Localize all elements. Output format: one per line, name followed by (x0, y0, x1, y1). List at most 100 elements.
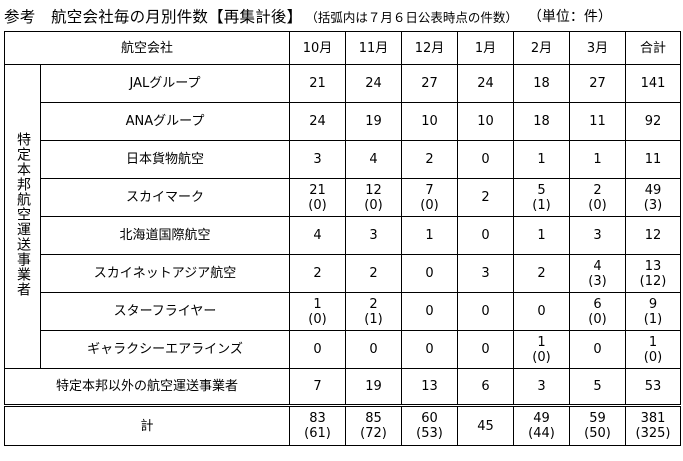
count-value: 0 (481, 342, 490, 357)
value-cell: 27 (401, 64, 459, 103)
count-value: 53 (644, 379, 662, 394)
count-value: 2 (425, 152, 434, 167)
header-month: 10月 (289, 31, 347, 65)
value-cell: 3 (345, 216, 403, 255)
value-cell: 10 (401, 102, 459, 141)
value-cell: 0 (513, 292, 571, 331)
value-cell: 24 (457, 64, 515, 103)
count-value: 18 (533, 114, 550, 129)
previous-count: (3) (643, 197, 663, 213)
value-cell: 13 (12) (625, 254, 682, 293)
value-cell: 3 (569, 216, 627, 255)
count-value: 19 (365, 379, 382, 394)
count-value: 2 (369, 296, 378, 312)
count-value: 27 (421, 76, 438, 91)
value-cell: 59 (50) (569, 404, 627, 446)
count-value: 6 (593, 296, 602, 312)
value-cell: 0 (401, 292, 459, 331)
count-value: 21 (309, 182, 326, 198)
count-value: 141 (640, 76, 666, 91)
header-total: 合計 (625, 31, 682, 65)
previous-count: (1) (364, 311, 383, 327)
count-value: 12 (365, 182, 382, 198)
value-cell: 0 (401, 254, 459, 293)
count-value: 27 (589, 76, 606, 91)
value-cell: 141 (625, 64, 682, 103)
value-cell: 19 (345, 102, 403, 141)
count-value: 3 (593, 228, 602, 243)
count-value: 18 (533, 76, 550, 91)
count-value: 1 (313, 296, 322, 312)
previous-count: (0) (308, 311, 327, 327)
airline-name: ANAグループ (39, 102, 291, 141)
value-cell: 5 (569, 368, 627, 406)
airline-name: スカイネットアジア航空 (39, 254, 291, 293)
value-cell: 24 (289, 102, 347, 141)
value-cell: 0 (457, 140, 515, 179)
previous-count: (0) (532, 349, 551, 365)
monthly-count-table: 航空会社 10月 11月 12月 1月 2月 3月 合計 特定本邦航空運送事業者… (3, 31, 682, 446)
count-value: 2 (481, 190, 490, 205)
airline-row: スカイマーク 21 (0) 12 (0) 7 (0) 2 5 (1) 2 (0) 49 (3) (5, 178, 682, 217)
count-value: 4 (313, 228, 322, 243)
value-cell: 0 (457, 292, 515, 331)
group-label-cell: 特定本邦航空運送事業者 (4, 64, 41, 369)
airline-name: 北海道国際航空 (39, 216, 291, 255)
header-month: 12月 (401, 31, 459, 65)
value-cell: 49 (44) (513, 404, 571, 446)
count-value: 7 (425, 182, 434, 198)
value-cell: 0 (457, 330, 515, 369)
count-value: 4 (593, 258, 602, 274)
value-cell: 24 (345, 64, 403, 103)
total-label: 計 (3, 404, 291, 446)
count-value: 2 (369, 266, 378, 281)
airline-name: ギャラクシーエアラインズ (39, 330, 291, 369)
count-value: 1 (537, 228, 546, 243)
count-value: 4 (369, 152, 378, 167)
value-cell: 19 (345, 368, 403, 406)
value-cell: 2 (289, 254, 347, 293)
value-cell: 381 (325) (625, 404, 682, 446)
previous-count: (53) (416, 426, 443, 441)
count-value: 24 (477, 76, 494, 91)
header-airline: 航空会社 (3, 31, 291, 65)
count-value: 0 (481, 228, 490, 243)
previous-count: (72) (360, 426, 387, 441)
airline-row: スカイネットアジア航空 2 2 0 3 2 4 (3) 13 (12) (5, 254, 682, 293)
header-month: 2月 (513, 31, 571, 65)
value-cell: 21 (289, 64, 347, 103)
airline-row: ANAグループ 24 19 10 10 18 11 92 (5, 102, 682, 141)
group-label: 特定本邦航空運送事業者 (15, 132, 31, 297)
count-value: 10 (421, 114, 438, 129)
value-cell: 1 (513, 216, 571, 255)
count-value: 85 (365, 411, 382, 426)
airline-row: 北海道国際航空 4 3 1 0 1 3 12 (5, 216, 682, 255)
value-cell: 4 (345, 140, 403, 179)
value-cell: 49 (3) (625, 178, 682, 217)
value-cell: 60 (53) (401, 404, 459, 446)
count-value: 3 (369, 228, 378, 243)
count-value: 0 (537, 304, 546, 319)
count-value: 6 (481, 379, 490, 394)
value-cell: 1 (0) (625, 330, 682, 369)
value-cell: 92 (625, 102, 682, 141)
previous-count: (0) (643, 349, 663, 365)
value-cell: 2 (1) (345, 292, 403, 331)
count-value: 60 (421, 411, 438, 426)
count-value: 13 (421, 379, 438, 394)
previous-count: (1) (643, 311, 663, 327)
value-cell: 21 (0) (289, 178, 347, 217)
previous-count: (50) (584, 426, 611, 441)
count-value: 19 (365, 114, 382, 129)
count-value: 0 (425, 266, 434, 281)
previous-count: (12) (639, 273, 667, 289)
count-value: 3 (481, 266, 490, 281)
count-value: 24 (365, 76, 382, 91)
count-value: 49 (644, 182, 662, 198)
value-cell: 4 (3) (569, 254, 627, 293)
heading-unit: （単位：件） (527, 9, 612, 25)
value-cell: 1 (569, 140, 627, 179)
value-cell: 6 (0) (569, 292, 627, 331)
previous-count: (0) (420, 197, 439, 213)
previous-count: (3) (588, 273, 607, 289)
